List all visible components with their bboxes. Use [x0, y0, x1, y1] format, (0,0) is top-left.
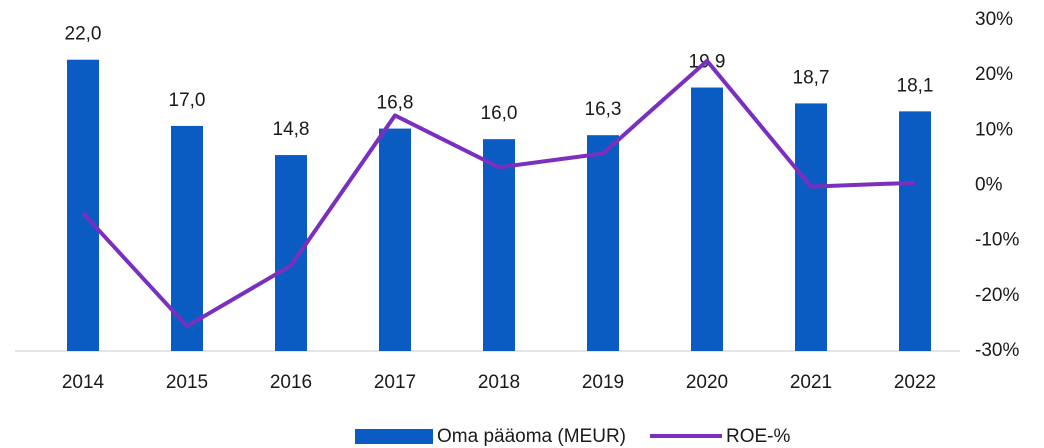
legend-label: ROE-%: [726, 426, 791, 447]
bar: [275, 155, 307, 351]
legend-label: Oma pääoma (MEUR): [437, 426, 626, 447]
x-tick-label: 2014: [62, 372, 105, 393]
bar: [587, 135, 619, 351]
x-tick-label: 2017: [374, 372, 416, 393]
bar: [795, 103, 827, 351]
x-tick-label: 2016: [270, 372, 312, 393]
x-tick-label: 2015: [166, 372, 208, 393]
bar: [899, 111, 931, 351]
x-tick-label: 2022: [894, 372, 936, 393]
data-label: 17,0: [169, 90, 206, 111]
x-tick-label: 2019: [582, 372, 624, 393]
bar: [483, 139, 515, 351]
y2-tick-label: 20%: [975, 64, 1013, 85]
y2-tick-label: 30%: [975, 9, 1013, 30]
y2-tick-label: -20%: [975, 285, 1019, 306]
y2-tick-label: 0%: [975, 175, 1003, 196]
x-tick-label: 2018: [478, 372, 520, 393]
bar: [379, 128, 411, 351]
bar: [171, 125, 203, 351]
bar: [691, 87, 723, 352]
y2-tick-label: -30%: [975, 340, 1019, 361]
bar: [67, 59, 99, 351]
y2-tick-label: -10%: [975, 230, 1019, 251]
data-label: 18,7: [793, 67, 830, 88]
data-label: 22,0: [65, 24, 102, 45]
data-label: 16,8: [377, 93, 414, 114]
data-label: 16,3: [585, 99, 622, 120]
x-tick-label: 2020: [686, 372, 728, 393]
legend-swatch: [355, 429, 433, 444]
x-tick-label: 2021: [790, 372, 832, 393]
line: [81, 58, 916, 329]
y2-tick-label: 10%: [975, 119, 1013, 140]
data-label: 16,0: [481, 103, 518, 124]
data-label: 14,8: [273, 119, 310, 140]
data-label: 18,1: [897, 75, 934, 96]
